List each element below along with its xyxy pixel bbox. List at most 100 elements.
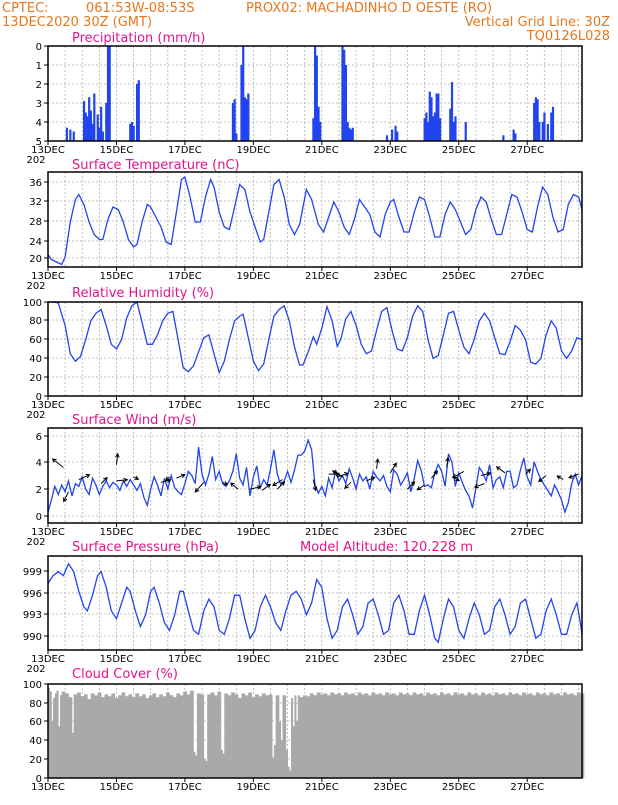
wind-arrow xyxy=(249,485,262,490)
x-tick-label: 13DEC xyxy=(31,654,65,665)
precip-bar xyxy=(449,108,452,141)
precip-bar xyxy=(432,116,435,141)
cloud-bar xyxy=(131,697,136,778)
precip-bar xyxy=(349,129,353,141)
cloud-bar xyxy=(87,699,92,778)
precip-bar xyxy=(396,131,399,141)
cloud-bar xyxy=(566,694,571,778)
cloud-bar xyxy=(511,694,516,778)
x-tick-label: 17DEC xyxy=(168,400,202,411)
cloud-bar xyxy=(457,694,461,778)
cloud-bar xyxy=(285,749,288,778)
cloud-bar xyxy=(111,693,116,778)
precip-bar xyxy=(314,46,317,141)
cloud-bar xyxy=(265,695,270,778)
cloud-bar xyxy=(481,692,485,778)
cloud-bar xyxy=(268,694,273,778)
precip-bar xyxy=(341,46,344,141)
series-line xyxy=(47,175,583,266)
x-tick-label: 23DEC xyxy=(373,271,407,282)
cloud-bar xyxy=(231,692,235,778)
precip-bar xyxy=(551,106,555,141)
precip-bar xyxy=(108,46,111,141)
cloud-bar xyxy=(388,694,393,778)
cloud-bar xyxy=(73,694,78,778)
cloud-bar xyxy=(546,695,550,778)
cloud-bar xyxy=(549,692,554,778)
precip-bar xyxy=(464,122,467,141)
cloud-bar xyxy=(419,693,424,778)
cloud-bar xyxy=(354,695,359,778)
x-tick-label: 17DEC xyxy=(168,145,202,156)
panel-6: Cloud Cover (%) 0 20 40 60 80 100 13DEC 15DEC 17D… xyxy=(23,667,585,793)
cloud-bar xyxy=(350,693,355,778)
precip-bar xyxy=(315,55,318,141)
x-tick-label: 25DEC xyxy=(442,782,476,793)
precip-bar xyxy=(235,133,238,141)
x-tick-label: 19DEC xyxy=(237,400,271,411)
cloud-bar xyxy=(203,759,206,778)
y-tick-label: 20 xyxy=(29,755,42,766)
x-tick-label: 13DEC xyxy=(31,271,65,282)
cloud-bar xyxy=(525,694,530,778)
wind-arrow xyxy=(375,458,380,469)
precip-bar xyxy=(423,118,426,141)
precip-bar xyxy=(502,135,505,141)
cloud-bar xyxy=(244,695,249,778)
panel-frame xyxy=(47,45,583,142)
cloud-bar xyxy=(220,749,223,778)
cloud-bar xyxy=(477,695,482,778)
x-tick-label: 21DEC xyxy=(305,145,339,156)
cloud-bar xyxy=(453,692,458,778)
wind-arrow xyxy=(331,470,343,478)
precip-bar xyxy=(319,122,322,141)
precip-bar xyxy=(137,80,140,141)
x-tick-label: 19DEC xyxy=(237,527,271,538)
cloud-bar xyxy=(450,695,454,778)
y-tick-label: 999 xyxy=(23,567,42,578)
x-tick-label: 23DEC xyxy=(373,527,407,538)
cloud-bar xyxy=(415,694,420,778)
precip-bar xyxy=(454,116,457,141)
wind-arrow xyxy=(272,479,283,487)
header-source: CPTEC: xyxy=(2,1,49,16)
x-year-label: 202 xyxy=(26,664,45,675)
x-year-label: 202 xyxy=(26,155,45,166)
x-tick-label: 19DEC xyxy=(237,271,271,282)
x-tick-label: 13DEC xyxy=(31,145,65,156)
cloud-bar xyxy=(258,696,263,778)
y-tick-label: 60 xyxy=(29,335,42,346)
cloud-bar xyxy=(320,694,324,778)
cloud-bar xyxy=(344,692,348,778)
precip-bar xyxy=(452,122,455,141)
cloud-bar xyxy=(224,693,229,778)
precip-bar xyxy=(233,99,236,141)
cloud-bar xyxy=(107,696,112,778)
cloud-bar xyxy=(104,694,109,778)
x-tick-label: 21DEC xyxy=(305,527,339,538)
cloud-bar xyxy=(316,692,321,778)
x-tick-label: 27DEC xyxy=(510,654,544,665)
cloud-bar xyxy=(273,745,276,778)
cloud-bar xyxy=(573,695,578,778)
precip-bar xyxy=(132,125,135,141)
cloud-bar xyxy=(59,695,62,778)
x-tick-label: 25DEC xyxy=(442,654,476,665)
x-tick-label: 25DEC xyxy=(442,527,476,538)
x-tick-label: 21DEC xyxy=(305,271,339,282)
wind-arrow xyxy=(431,470,439,479)
precip-bar xyxy=(450,82,454,141)
cloud-bar xyxy=(337,693,341,778)
cloud-bar xyxy=(255,694,259,778)
x-tick-label: 13DEC xyxy=(31,782,65,793)
cloud-bar xyxy=(398,692,403,778)
cloud-bar xyxy=(378,693,383,778)
x-tick-label: 27DEC xyxy=(510,400,544,411)
cloud-bar xyxy=(172,697,177,778)
cloud-bar xyxy=(498,694,502,778)
panel-title: Surface Pressure (hPa) xyxy=(72,540,219,555)
x-tick-label: 25DEC xyxy=(442,145,476,156)
cloud-bar xyxy=(374,694,379,778)
cloud-bar xyxy=(395,695,400,778)
